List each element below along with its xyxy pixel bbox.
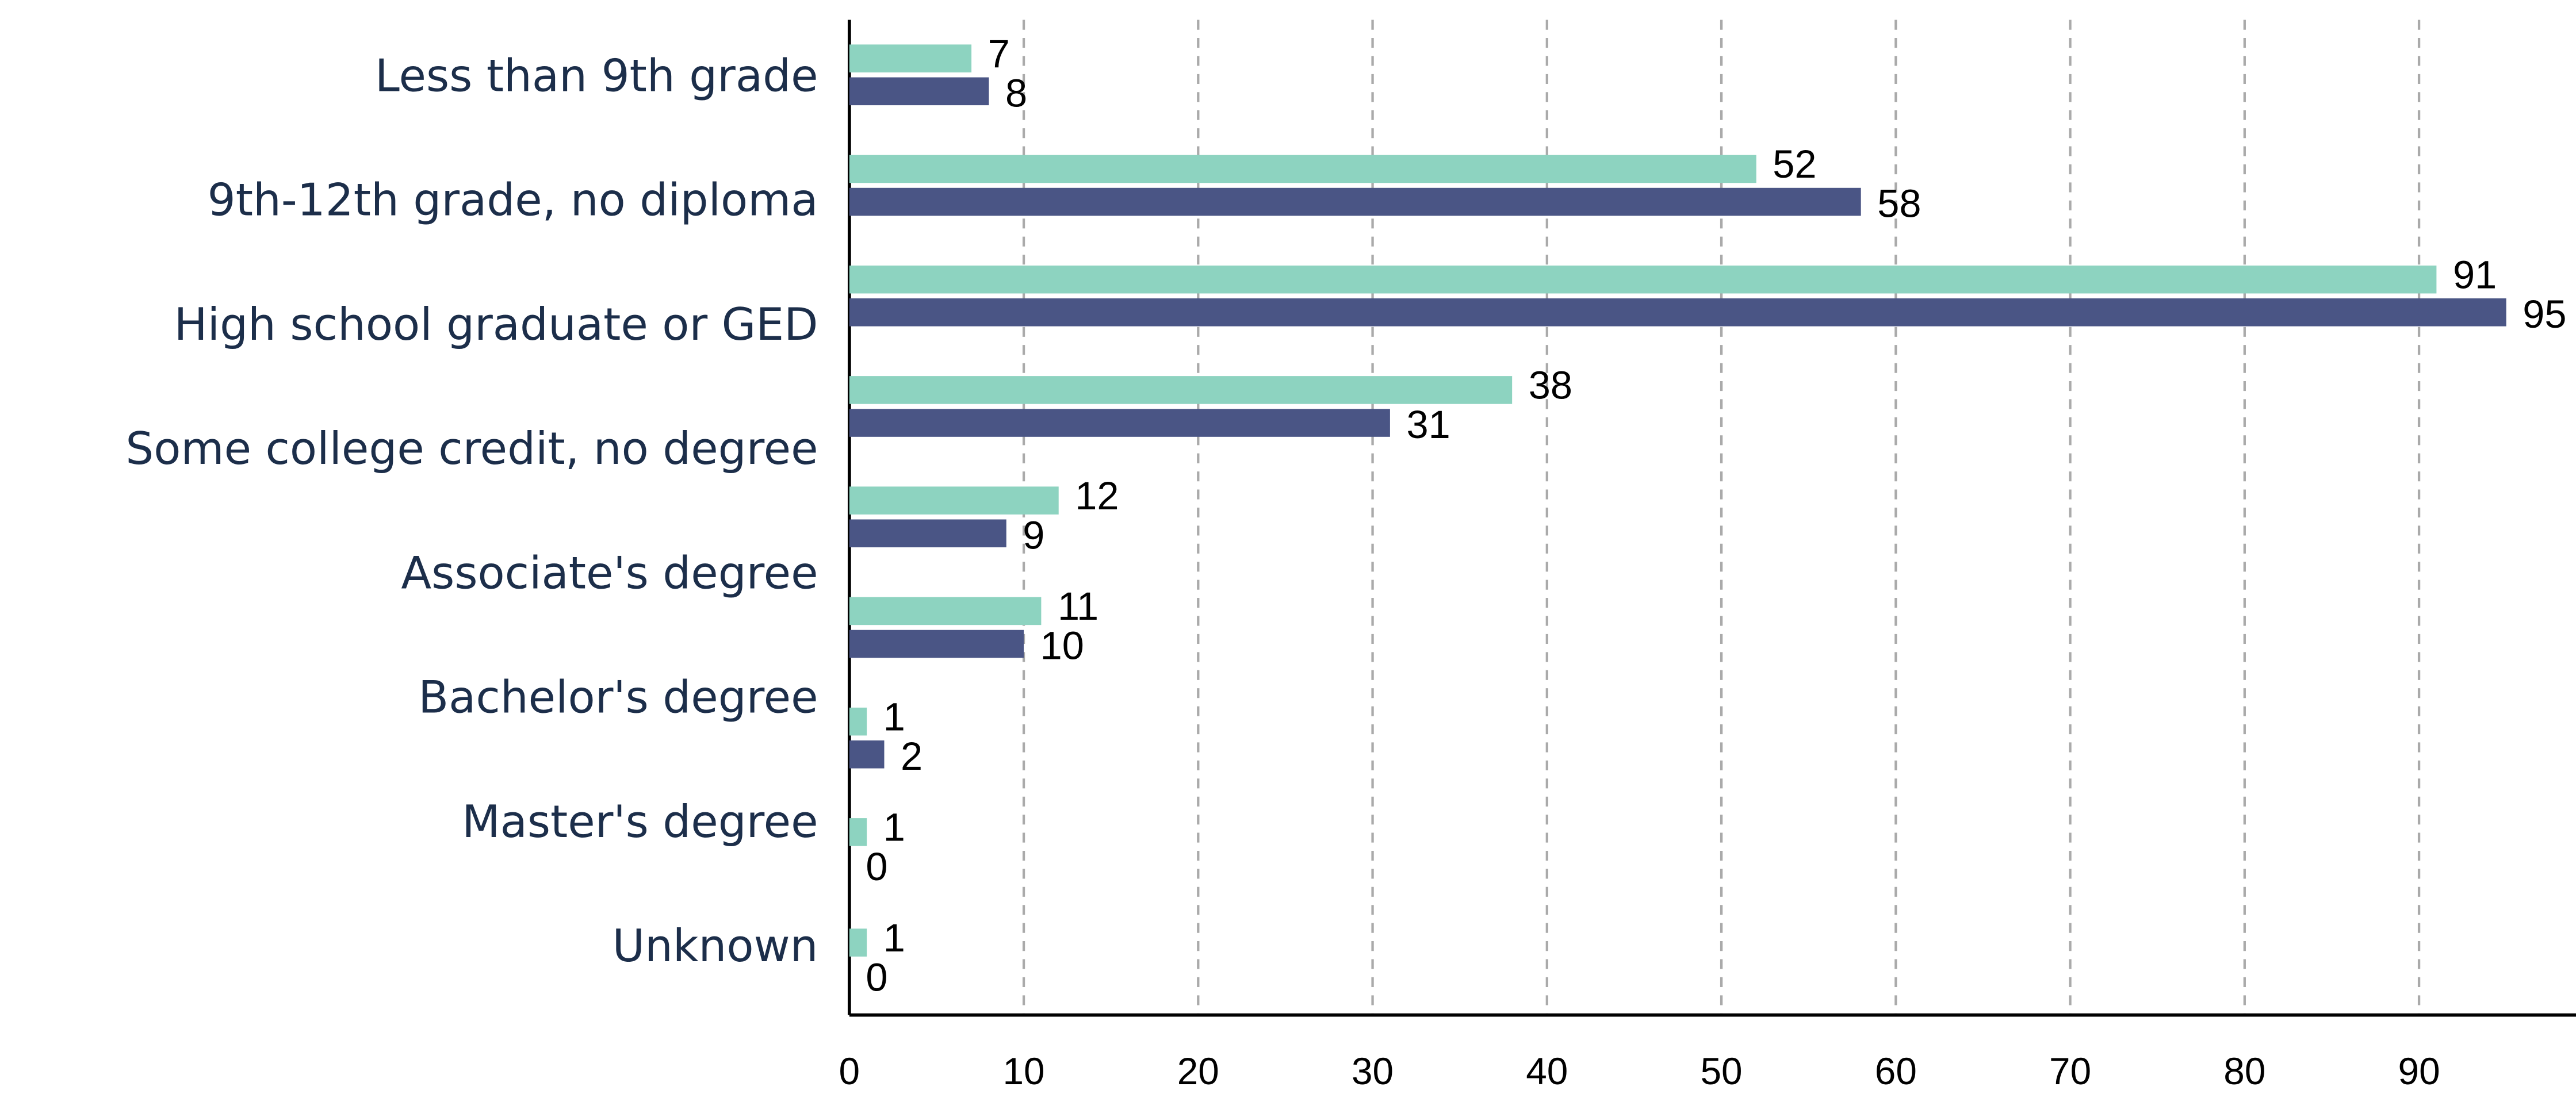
x-tick-label: 30 xyxy=(1352,1050,1394,1092)
bar xyxy=(849,486,1059,515)
value-label: 12 xyxy=(1075,474,1119,518)
value-label: 0 xyxy=(866,845,887,889)
value-label: 91 xyxy=(2453,252,2497,297)
bar xyxy=(849,376,1513,404)
bar xyxy=(849,155,1756,183)
x-tick-label: 10 xyxy=(1003,1050,1045,1092)
category-label: Bachelor's degree xyxy=(418,672,818,724)
value-label: 1 xyxy=(883,805,905,850)
bar xyxy=(849,629,1024,658)
category-label: Associate's degree xyxy=(401,547,818,599)
x-tick-label: 0 xyxy=(839,1050,860,1092)
bar xyxy=(849,44,972,72)
value-label: 2 xyxy=(901,734,923,778)
bar xyxy=(849,818,867,846)
value-label: 8 xyxy=(1005,71,1027,115)
bar xyxy=(849,409,1390,437)
category-label: Some college credit, no degree xyxy=(125,423,818,475)
value-label: 1 xyxy=(883,916,905,960)
value-label: 1 xyxy=(883,694,905,739)
x-tick-label: 20 xyxy=(1177,1050,1219,1092)
bar xyxy=(849,298,2506,327)
bar xyxy=(849,77,989,106)
bar xyxy=(849,597,1042,625)
value-label: 9 xyxy=(1023,513,1044,557)
value-label: 31 xyxy=(1406,402,1450,447)
x-tick-label: 90 xyxy=(2398,1050,2440,1092)
x-tick-label: 70 xyxy=(2049,1050,2091,1092)
x-tick-label: 60 xyxy=(1875,1050,1917,1092)
x-tick-label: 50 xyxy=(1701,1050,1743,1092)
value-label: 95 xyxy=(2523,292,2566,336)
bar xyxy=(849,519,1006,548)
category-label: Master's degree xyxy=(462,796,818,848)
category-label: Unknown xyxy=(613,920,818,972)
x-tick-label: 80 xyxy=(2223,1050,2265,1092)
bar xyxy=(849,707,867,736)
value-label: 52 xyxy=(1773,142,1816,186)
value-label: 0 xyxy=(866,955,887,999)
value-label: 10 xyxy=(1040,624,1084,668)
value-label: 7 xyxy=(988,32,1010,76)
category-label: High school graduate or GED xyxy=(174,299,818,351)
value-label: 38 xyxy=(1529,363,1572,408)
value-label: 58 xyxy=(1877,182,1921,226)
x-tick-label: 40 xyxy=(1526,1050,1568,1092)
bar xyxy=(849,187,1861,216)
bar xyxy=(849,928,867,957)
category-label: 9th-12th grade, no diploma xyxy=(208,175,818,227)
category-label: Less than 9th grade xyxy=(375,50,818,102)
bar xyxy=(849,740,885,769)
value-label: 11 xyxy=(1058,584,1098,628)
bar xyxy=(849,265,2437,294)
